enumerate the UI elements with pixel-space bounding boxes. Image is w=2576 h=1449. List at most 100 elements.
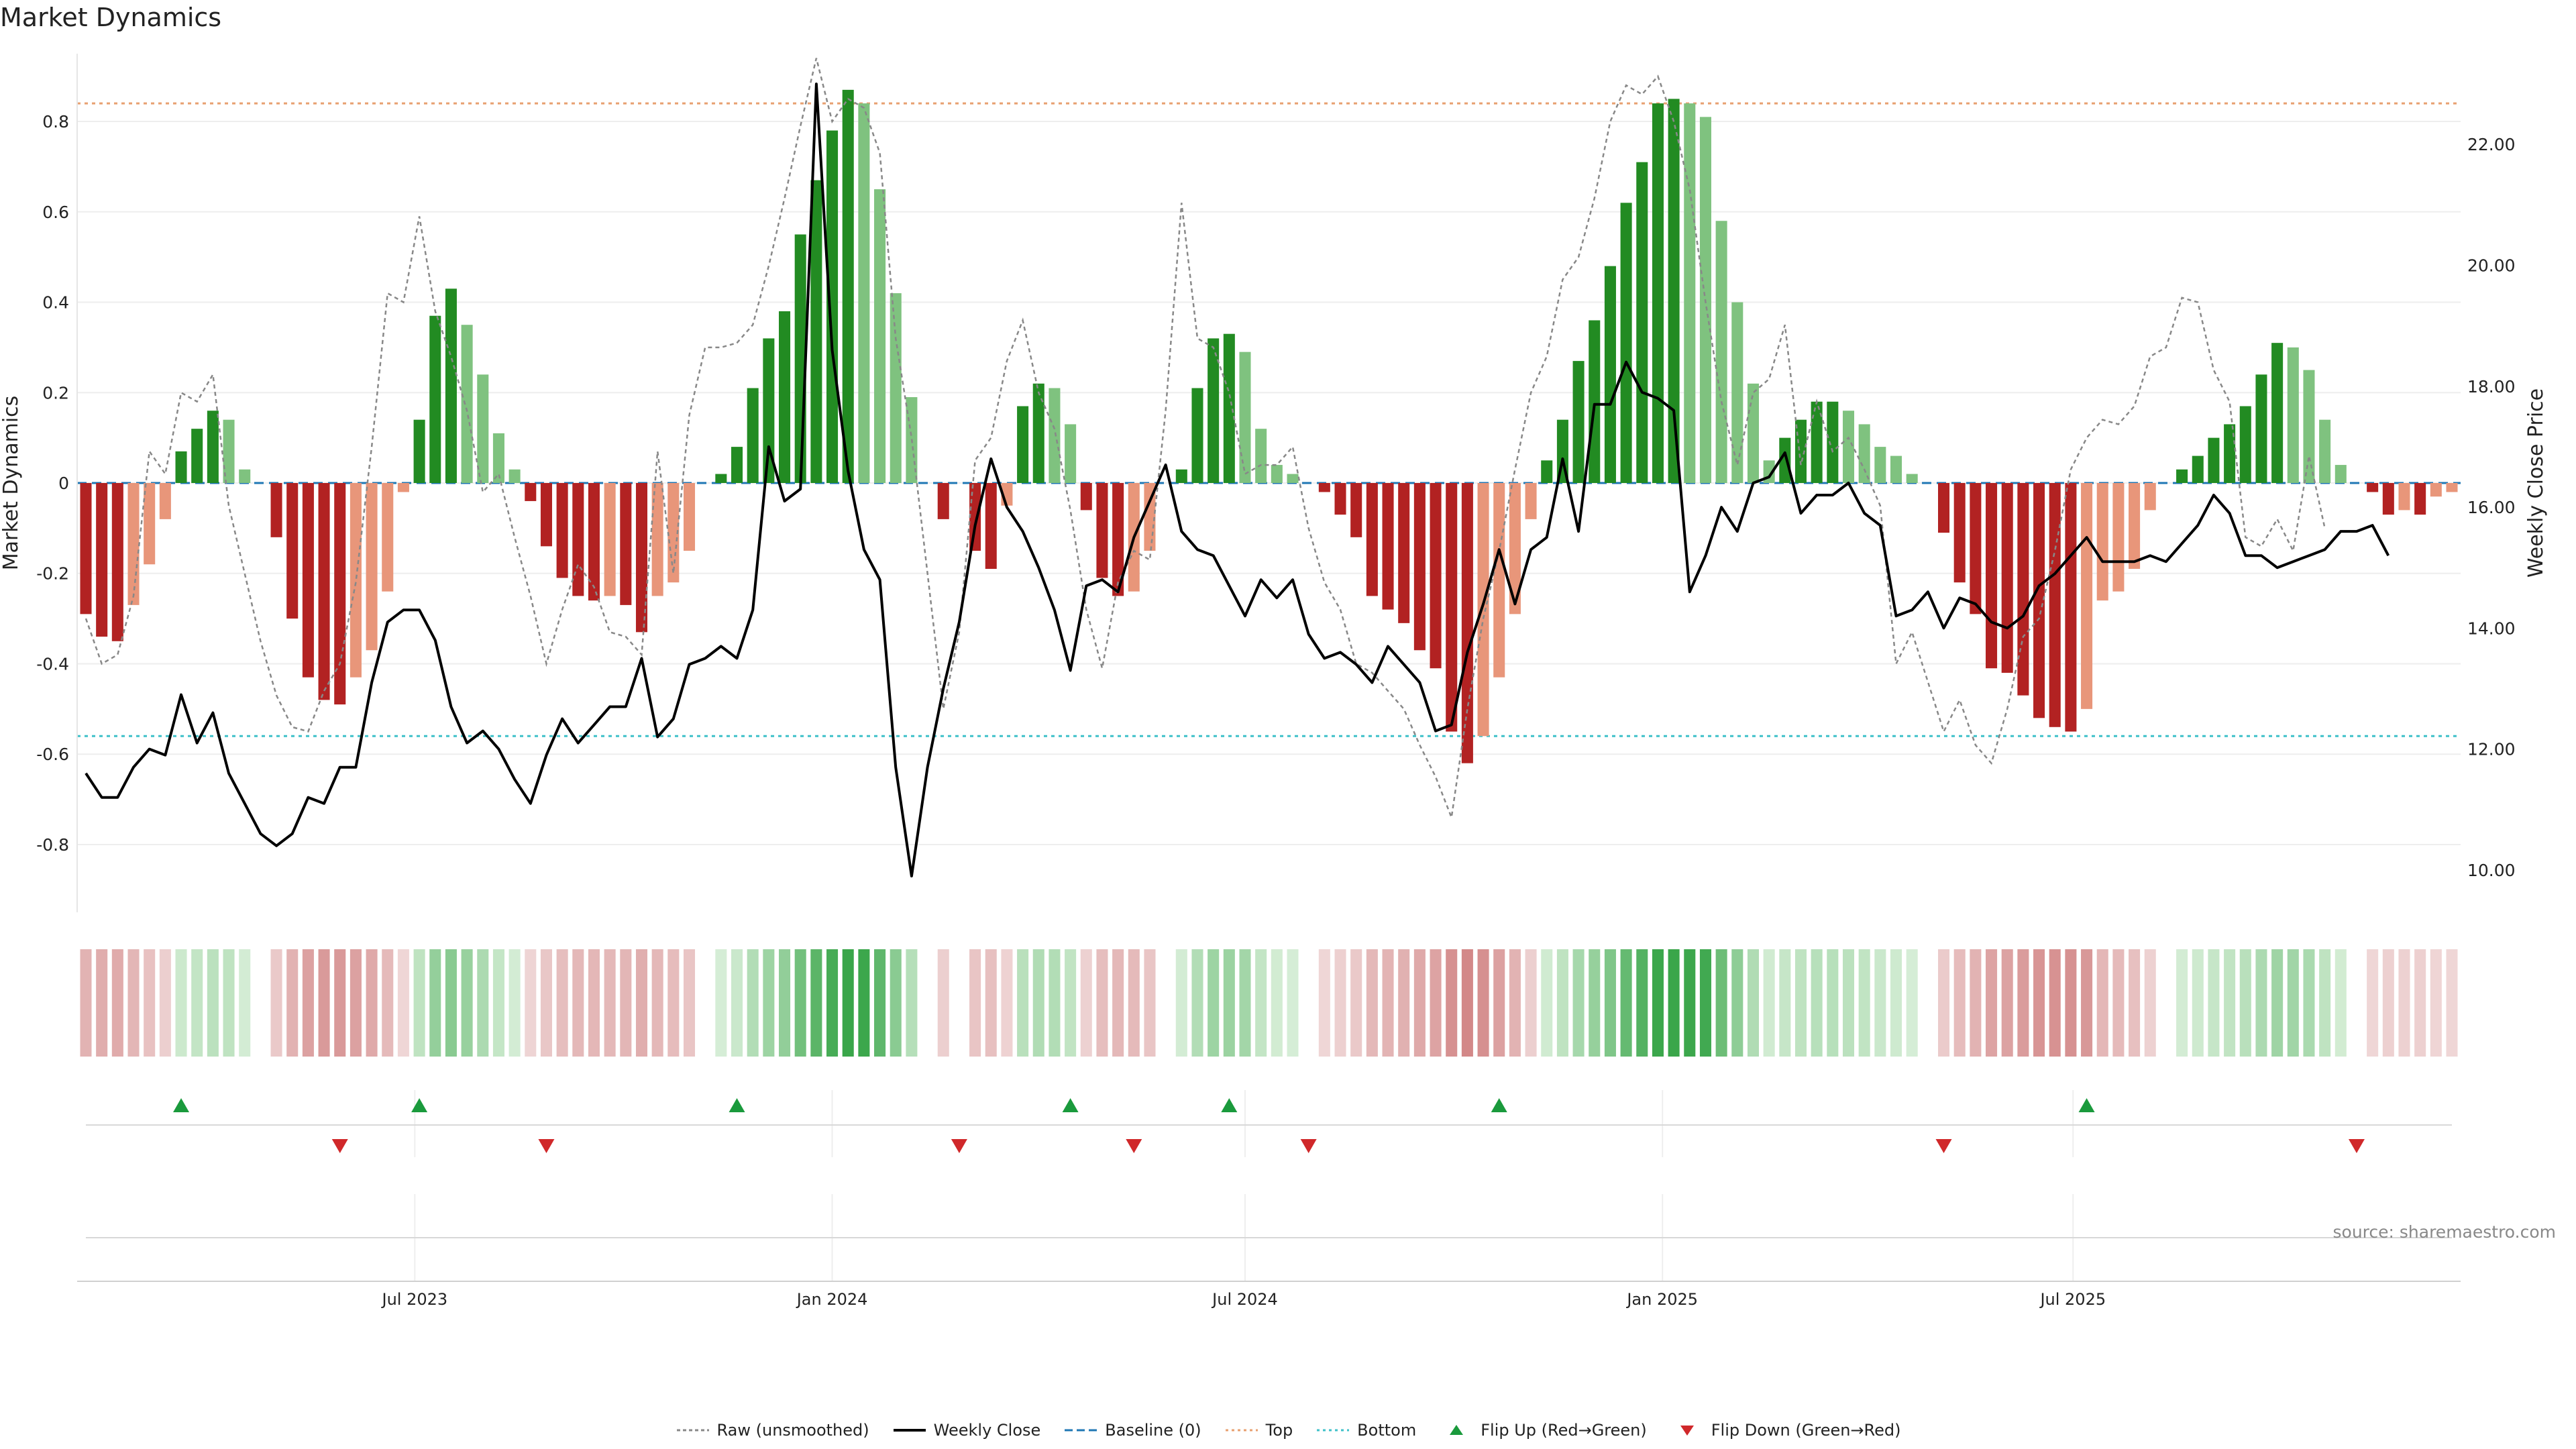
heat-cell xyxy=(890,949,902,1057)
dynamics-bar xyxy=(1986,483,1998,669)
dynamics-bar xyxy=(1938,483,1950,533)
heat-cell xyxy=(1604,949,1616,1057)
heat-cell xyxy=(1128,949,1140,1057)
flip-down-marker xyxy=(2348,1139,2365,1153)
heat-cell xyxy=(1986,949,1998,1057)
dynamics-bar xyxy=(1287,474,1299,483)
dynamics-bar xyxy=(350,483,362,678)
legend-label: Raw (unsmoothed) xyxy=(716,1421,869,1440)
heat-cell xyxy=(477,949,489,1057)
flip-down-marker xyxy=(331,1139,348,1153)
heat-cell xyxy=(2287,949,2299,1057)
y-tick-label: 0 xyxy=(58,474,69,493)
dynamics-bar xyxy=(1350,483,1362,537)
x-tick-label: Jan 2025 xyxy=(1625,1290,1698,1309)
heat-cell xyxy=(2192,949,2204,1057)
heat-cell xyxy=(1541,949,1553,1057)
legend-swatch xyxy=(893,1429,926,1432)
dynamics-bar xyxy=(1461,483,1473,763)
legend-label: Flip Down (Green→Red) xyxy=(1711,1421,1901,1440)
dynamics-bar xyxy=(763,338,775,483)
heat-cell xyxy=(1890,949,1902,1057)
heat-cell xyxy=(1112,949,1124,1057)
legend-label: Top xyxy=(1265,1421,1293,1440)
legend-label: Baseline (0) xyxy=(1105,1421,1201,1440)
dynamics-bar xyxy=(1715,221,1727,483)
dynamics-bar xyxy=(111,483,123,641)
dynamics-bar xyxy=(159,483,171,519)
flip-down-marker xyxy=(1126,1139,1142,1153)
dynamics-bar xyxy=(1223,333,1235,483)
dynamics-bar xyxy=(2334,465,2347,483)
heat-cell xyxy=(826,949,839,1057)
dynamics-bar xyxy=(1382,483,1394,610)
flip-up-marker xyxy=(173,1098,190,1112)
dynamics-bar xyxy=(2112,483,2125,592)
legend-swatch xyxy=(1225,1429,1258,1432)
heat-cell xyxy=(635,949,648,1057)
x-tick-label: Jul 2023 xyxy=(380,1290,447,1309)
dynamics-bar xyxy=(2065,483,2077,732)
dynamics-bar xyxy=(1874,447,1886,483)
heat-cell xyxy=(2303,949,2315,1057)
heat-cell xyxy=(1223,949,1235,1057)
heat-cell xyxy=(2017,949,2029,1057)
flip-down-marker xyxy=(951,1139,967,1153)
heat-cell xyxy=(2414,949,2426,1057)
dynamics-bar xyxy=(1620,203,1632,483)
heat-cell xyxy=(1842,949,1855,1057)
flip-down-marker xyxy=(1935,1139,1952,1153)
dynamics-bar xyxy=(1080,483,1092,511)
heat-cell xyxy=(2367,949,2379,1057)
legend-label: Flip Up (Red→Green) xyxy=(1481,1421,1647,1440)
dynamics-bar xyxy=(1208,338,1220,483)
dynamics-bar xyxy=(540,483,552,547)
dynamics-bar xyxy=(1858,424,1870,483)
heat-cell xyxy=(2382,949,2394,1057)
dynamics-bar xyxy=(2303,370,2315,483)
legend-item: Raw (unsmoothed) xyxy=(676,1421,869,1440)
heat-cell xyxy=(1382,949,1394,1057)
heat-cell xyxy=(1318,949,1330,1057)
flip-up-marker xyxy=(1062,1098,1079,1112)
heat-cell xyxy=(1493,949,1505,1057)
chart-title: Market Dynamics xyxy=(0,3,222,32)
dynamics-bar xyxy=(1970,483,1982,614)
heat-cell xyxy=(651,949,663,1057)
heat-cell xyxy=(2033,949,2045,1057)
heat-cell xyxy=(2112,949,2125,1057)
heat-cell xyxy=(525,949,537,1057)
dynamics-bar xyxy=(842,89,854,484)
dynamics-bar xyxy=(1065,424,1077,483)
heat-cell xyxy=(1874,949,1886,1057)
dynamics-bar xyxy=(1668,99,1680,484)
legend-item: Bottom xyxy=(1316,1421,1416,1440)
y-tick-label: -0.4 xyxy=(36,654,69,674)
dynamics-bar xyxy=(1652,103,1664,483)
heat-cell xyxy=(2001,949,2013,1057)
heat-cell xyxy=(508,949,521,1057)
dynamics-bar xyxy=(1049,388,1061,483)
flip-down-marker xyxy=(1300,1139,1317,1153)
heat-cell xyxy=(1271,949,1283,1057)
heat-cell xyxy=(1684,949,1696,1057)
dynamics-bar xyxy=(985,483,997,569)
heat-cell xyxy=(842,949,854,1057)
dynamics-bar xyxy=(96,483,108,637)
dynamics-bar xyxy=(1271,465,1283,483)
dynamics-bar xyxy=(810,180,822,483)
dynamics-bar xyxy=(1636,162,1648,483)
heat-cell xyxy=(1938,949,1950,1057)
dynamics-bar xyxy=(302,483,314,678)
dynamics-bar xyxy=(874,189,886,483)
dynamics-bar xyxy=(2017,483,2029,696)
dynamics-bar xyxy=(937,483,949,519)
y-tick-label: -0.8 xyxy=(36,835,69,855)
dynamics-bar xyxy=(1175,469,1187,483)
heat-cell xyxy=(1239,949,1251,1057)
heat-cell xyxy=(874,949,886,1057)
flip-up-marker xyxy=(1491,1098,1507,1112)
dynamics-bar xyxy=(1731,302,1743,483)
dynamics-bar xyxy=(826,130,839,484)
